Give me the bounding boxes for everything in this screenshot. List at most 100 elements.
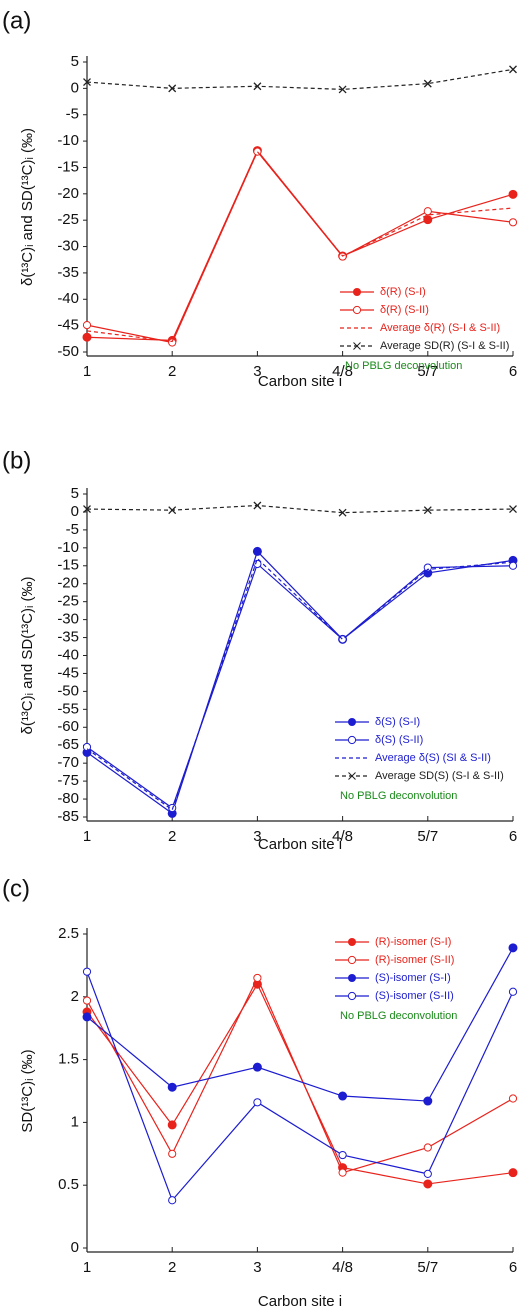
legend-marker: [352, 305, 362, 315]
x-tick-label: 1: [83, 363, 91, 380]
marker: [338, 1091, 348, 1101]
marker: [82, 332, 92, 342]
series: [83, 501, 517, 517]
legend-marker: [347, 735, 357, 745]
marker: [508, 189, 518, 199]
x-tick-label: 2: [168, 363, 176, 380]
series-line: [86, 149, 514, 342]
y-tick-label: -30: [57, 611, 79, 628]
legend-marker: [348, 772, 356, 780]
x-tick-label: 5/7: [417, 828, 438, 845]
y-tick-label: 0: [71, 503, 79, 520]
y-tick-label: -10: [57, 132, 79, 149]
y-tick-label: -75: [57, 772, 79, 789]
marker: [82, 967, 92, 976]
marker: [253, 82, 262, 91]
legend-marker: [347, 955, 357, 965]
legend-label: Average SD(S) (S-I & S-II): [375, 770, 504, 782]
legend-label: (S)-isomer (S-II): [375, 990, 454, 1002]
y-tick-label: -15: [57, 557, 79, 574]
marker: [508, 561, 518, 570]
legend-marker: [348, 974, 356, 982]
marker: [423, 1096, 433, 1106]
y-tick-label: -25: [57, 211, 79, 228]
marker: [338, 1150, 347, 1160]
panel-label: (b): [2, 447, 31, 474]
marker: [253, 501, 262, 510]
legend-label: δ(S) (S-II): [375, 734, 423, 746]
y-tick-label: -45: [57, 664, 79, 681]
x-tick-label: 5/7: [417, 363, 438, 380]
marker: [423, 1143, 432, 1152]
note: No PBLG deconvolution: [340, 790, 457, 802]
y-tick-label: 5: [71, 485, 79, 502]
marker: [253, 973, 262, 983]
marker: [338, 1168, 347, 1177]
marker: [508, 1168, 518, 1178]
legend-marker: [352, 305, 362, 315]
marker: [423, 1169, 432, 1178]
legend-marker: [348, 938, 356, 946]
legend-label: Average δ(S) (SI & S-II): [375, 752, 491, 764]
y-tick-label: -20: [57, 185, 79, 202]
marker: [508, 218, 518, 227]
legend-marker: [347, 991, 357, 1001]
marker: [83, 505, 91, 514]
x-tick-label: 1: [83, 1259, 91, 1276]
x-axis-title: Carbon site i: [258, 836, 342, 853]
marker: [423, 506, 432, 515]
y-tick-label: 0: [71, 79, 79, 96]
series-line: [86, 150, 514, 344]
y-axis-title: δ(¹³C)ᵢ and SD(¹³C)ᵢ (‰): [19, 128, 36, 286]
series-line: [86, 150, 514, 343]
marker: [509, 505, 517, 514]
series: [82, 147, 518, 347]
note: No PBLG deconvolution: [340, 1010, 457, 1022]
x-tick-label: 5/7: [417, 1259, 438, 1276]
marker: [509, 65, 517, 74]
x-tick-label: 2: [168, 828, 176, 845]
y-tick-label: 0.5: [58, 1176, 79, 1193]
x-tick-label: 1: [83, 828, 91, 845]
marker: [252, 546, 262, 556]
x-tick-label: 4/8: [332, 828, 353, 845]
legend-marker: [348, 718, 356, 726]
x-axis-title: Carbon site i: [258, 373, 342, 390]
y-tick-label: -50: [57, 343, 79, 360]
marker: [82, 321, 92, 330]
series: [82, 973, 518, 1177]
marker: [508, 1094, 518, 1103]
series-line: [86, 947, 514, 1102]
legend-marker: [353, 342, 361, 350]
series-line: [86, 562, 514, 809]
y-tick-label: 1.5: [58, 1051, 79, 1068]
legend-marker: [348, 718, 356, 726]
legend-label: δ(R) (S-I): [380, 286, 426, 298]
legend-label: Average δ(R) (S-I & S-II): [380, 322, 500, 334]
y-tick-label: -30: [57, 238, 79, 255]
marker: [423, 207, 432, 216]
y-tick-label: -40: [57, 646, 79, 663]
y-tick-label: -35: [57, 264, 79, 281]
series: [82, 943, 518, 1106]
y-tick-label: -80: [57, 790, 79, 807]
marker: [423, 563, 432, 572]
series: [82, 559, 518, 813]
y-tick-label: -35: [57, 629, 79, 646]
x-tick-label: 3: [253, 1259, 261, 1276]
marker: [423, 79, 432, 88]
legend-marker: [353, 288, 361, 296]
y-tick-label: -60: [57, 718, 79, 735]
legend-marker: [348, 772, 356, 780]
series: [86, 150, 514, 343]
legend-label: (R)-isomer (S-I): [375, 936, 451, 948]
panel-label: (c): [2, 875, 30, 902]
marker: [82, 1012, 92, 1022]
y-tick-label: 5: [71, 53, 79, 70]
y-tick-label: 2: [71, 988, 79, 1005]
y-axis-title: SD(¹³C)ᵢ (‰): [19, 1049, 36, 1132]
series-line: [86, 976, 514, 1174]
legend-marker: [348, 938, 356, 946]
legend-label: δ(S) (S-I): [375, 716, 420, 728]
